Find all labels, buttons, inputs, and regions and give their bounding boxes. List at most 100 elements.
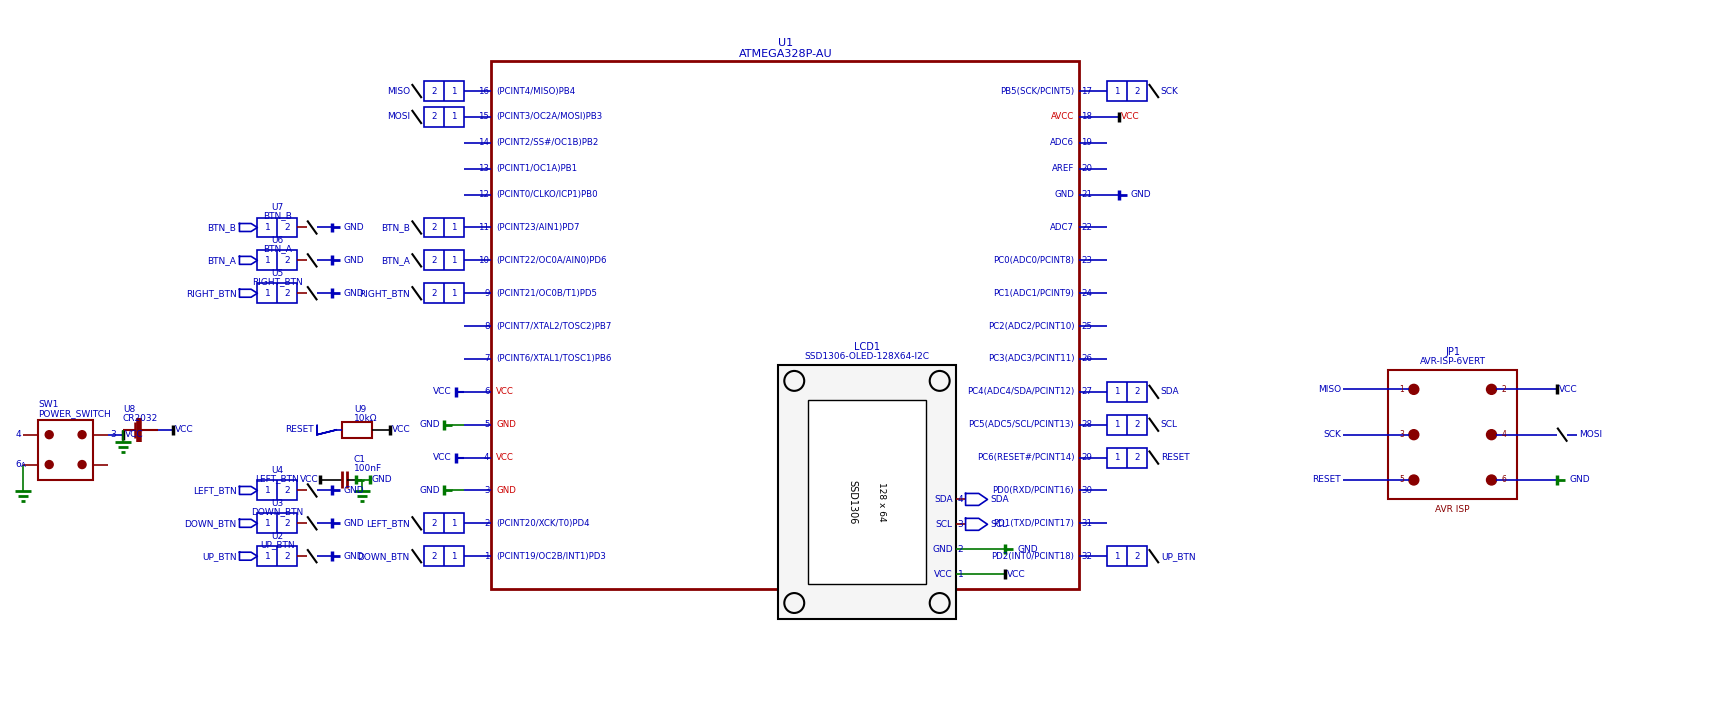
- Text: 1: 1: [1115, 87, 1120, 95]
- Bar: [258, 283, 298, 303]
- Text: ADC6: ADC6: [1051, 138, 1075, 148]
- Text: GND: GND: [932, 545, 953, 554]
- Text: 27: 27: [1082, 388, 1092, 396]
- Text: MOSI: MOSI: [387, 112, 409, 121]
- Text: UP_BTN: UP_BTN: [201, 551, 236, 561]
- Text: 2: 2: [432, 87, 437, 95]
- Text: 1: 1: [1115, 388, 1120, 396]
- Text: GND: GND: [342, 223, 363, 232]
- Text: 2: 2: [284, 289, 291, 298]
- Text: 3: 3: [110, 430, 115, 439]
- Circle shape: [1486, 475, 1496, 485]
- Text: 24: 24: [1082, 289, 1092, 298]
- Text: (PCINT4/MISO)PB4: (PCINT4/MISO)PB4: [497, 87, 576, 95]
- Bar: [423, 81, 464, 101]
- Text: 23: 23: [1082, 256, 1092, 265]
- Bar: [423, 546, 464, 566]
- Text: 1: 1: [451, 256, 456, 265]
- Text: RIGHT_BTN: RIGHT_BTN: [251, 277, 303, 286]
- Text: RESET: RESET: [1312, 476, 1342, 484]
- Text: POWER_SWITCH: POWER_SWITCH: [38, 409, 112, 418]
- Text: (PCINT6/XTAL1/TOSC1)PB6: (PCINT6/XTAL1/TOSC1)PB6: [497, 354, 612, 364]
- Text: 7: 7: [483, 354, 490, 364]
- Text: 5: 5: [483, 420, 490, 429]
- Bar: [38, 420, 93, 479]
- Text: 18: 18: [1082, 112, 1092, 121]
- Text: PC6(RESET#/PCINT14): PC6(RESET#/PCINT14): [977, 453, 1075, 462]
- Text: SDA: SDA: [934, 495, 953, 504]
- Text: VCC: VCC: [934, 570, 953, 579]
- Text: GND: GND: [1017, 545, 1037, 554]
- Text: ATMEGA328P-AU: ATMEGA328P-AU: [738, 49, 832, 59]
- Text: MISO: MISO: [1318, 385, 1342, 394]
- Text: SCL: SCL: [1161, 420, 1178, 429]
- Text: 1: 1: [265, 256, 270, 265]
- Text: U4: U4: [272, 466, 284, 475]
- Text: DOWN_BTN: DOWN_BTN: [251, 507, 303, 516]
- Text: BTN_A: BTN_A: [380, 256, 409, 265]
- Text: 17: 17: [1082, 87, 1092, 95]
- Text: 15: 15: [478, 112, 490, 121]
- Circle shape: [1409, 430, 1419, 440]
- Text: PC3(ADC3/PCINT11): PC3(ADC3/PCINT11): [987, 354, 1075, 364]
- Text: 100nF: 100nF: [354, 464, 382, 473]
- Text: GND: GND: [420, 420, 440, 429]
- Text: PB5(SCK/PCINT5): PB5(SCK/PCINT5): [999, 87, 1075, 95]
- Text: BTN_B: BTN_B: [380, 223, 409, 232]
- Text: 25: 25: [1082, 322, 1092, 330]
- Text: MISO: MISO: [387, 87, 409, 95]
- Text: SDA: SDA: [991, 495, 1010, 504]
- Text: AVR-ISP-6VERT: AVR-ISP-6VERT: [1419, 357, 1486, 366]
- Text: (PCINT19/OC2B/INT1)PD3: (PCINT19/OC2B/INT1)PD3: [497, 551, 607, 561]
- Circle shape: [77, 431, 86, 438]
- Text: GND: GND: [420, 486, 440, 495]
- Text: 5: 5: [1398, 476, 1404, 484]
- Text: 21: 21: [1082, 190, 1092, 199]
- Text: 6: 6: [1502, 476, 1507, 484]
- Text: 10: 10: [478, 256, 490, 265]
- Text: 2: 2: [1133, 388, 1140, 396]
- Text: PC5(ADC5/SCL/PCINT13): PC5(ADC5/SCL/PCINT13): [968, 420, 1075, 429]
- Text: GND: GND: [497, 486, 516, 495]
- Text: 1: 1: [451, 551, 456, 561]
- Text: 2: 2: [1502, 385, 1507, 394]
- Text: 2: 2: [1133, 551, 1140, 561]
- Text: VCC: VCC: [1560, 385, 1577, 394]
- Text: VCC: VCC: [433, 453, 452, 462]
- Text: 2: 2: [1133, 453, 1140, 462]
- Text: U8: U8: [122, 405, 136, 414]
- Text: CR2032: CR2032: [122, 414, 158, 423]
- Bar: [423, 217, 464, 237]
- Text: (PCINT21/OC0B/T1)PD5: (PCINT21/OC0B/T1)PD5: [497, 289, 597, 298]
- Text: DOWN_BTN: DOWN_BTN: [184, 519, 236, 528]
- Bar: [1108, 382, 1147, 402]
- Text: U1: U1: [777, 38, 793, 48]
- Bar: [1108, 448, 1147, 467]
- Text: 3: 3: [1398, 430, 1404, 439]
- Text: 4: 4: [958, 495, 963, 504]
- Bar: [342, 421, 372, 438]
- Bar: [423, 251, 464, 270]
- Text: GND: GND: [342, 519, 363, 528]
- Text: BTN_B: BTN_B: [208, 223, 236, 232]
- Text: 3: 3: [958, 520, 963, 529]
- Text: (PCINT23/AIN1)PD7: (PCINT23/AIN1)PD7: [497, 223, 580, 232]
- Text: 1: 1: [265, 223, 270, 232]
- Text: VCC: VCC: [126, 430, 143, 439]
- Circle shape: [1409, 475, 1419, 485]
- Text: 2: 2: [284, 223, 291, 232]
- Text: 2: 2: [432, 519, 437, 528]
- Text: GND: GND: [1132, 190, 1152, 199]
- Text: 2: 2: [432, 551, 437, 561]
- Text: 32: 32: [1082, 551, 1092, 561]
- Text: 20: 20: [1082, 164, 1092, 173]
- Text: 1: 1: [1115, 453, 1120, 462]
- Text: C1: C1: [354, 455, 366, 464]
- Text: 2: 2: [432, 112, 437, 121]
- Text: RIGHT_BTN: RIGHT_BTN: [359, 289, 409, 298]
- Text: GND: GND: [1054, 190, 1075, 199]
- Bar: [258, 251, 298, 270]
- Text: 3: 3: [483, 486, 490, 495]
- Bar: [1108, 81, 1147, 101]
- Text: 4: 4: [483, 453, 490, 462]
